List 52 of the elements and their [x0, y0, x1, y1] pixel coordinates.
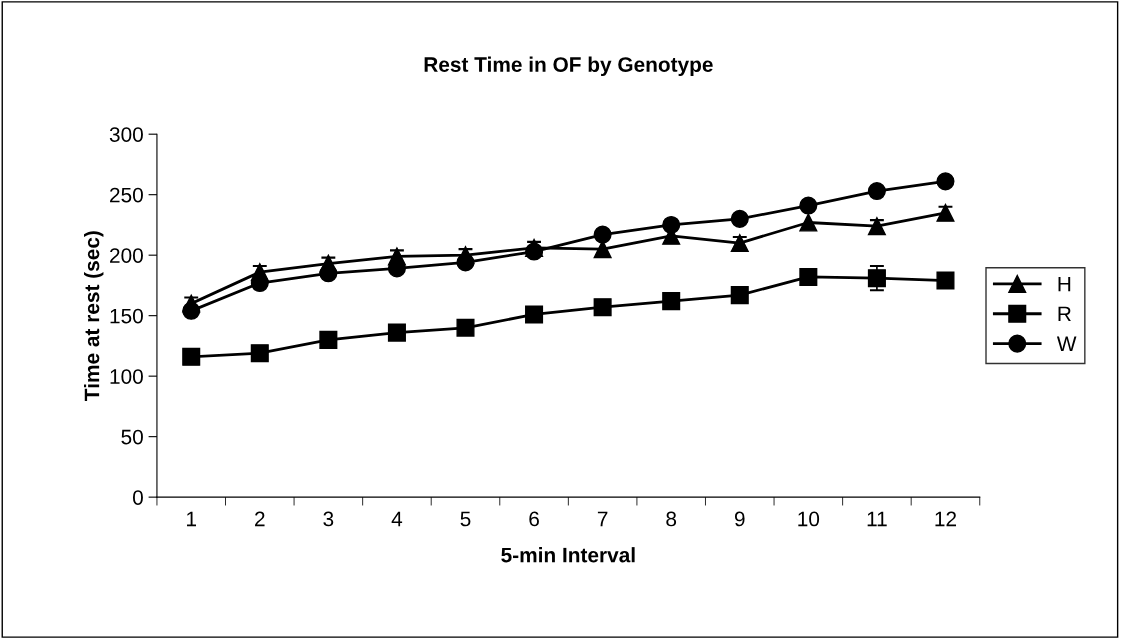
point: [387, 323, 406, 342]
point: [456, 246, 475, 265]
x-tick-label: 11: [867, 511, 887, 527]
point: [867, 269, 886, 288]
chart-title: Rest Time in OF by Genotype: [424, 56, 713, 77]
y-tick-label: 0: [132, 490, 143, 505]
y-tick-label: 250: [110, 187, 143, 203]
point: [182, 294, 201, 313]
y-axis-title: Time at rest (sec): [84, 231, 104, 401]
legend-label: W: [1056, 336, 1077, 351]
y-tick-label: 150: [110, 308, 143, 324]
point: [730, 286, 749, 305]
x-axis-title: 5-min Interval: [501, 547, 635, 563]
x-tick-label: 3: [323, 511, 334, 527]
x-tick-label: 5: [460, 511, 471, 527]
y-tick-label: 300: [109, 127, 143, 142]
x-tick-label: 2: [255, 511, 265, 527]
point: [319, 330, 338, 349]
point: [799, 196, 818, 215]
point: [525, 305, 544, 324]
x-tick-label: 12: [935, 511, 957, 527]
point: [936, 271, 955, 290]
legend-label: H: [1058, 276, 1071, 292]
x-tick-label: 8: [666, 511, 677, 527]
point: [936, 172, 955, 191]
x-tick-label: 4: [391, 511, 403, 527]
y-tick-label: 50: [121, 429, 143, 445]
point: [319, 254, 338, 273]
legend-label: R: [1058, 306, 1071, 322]
point: [730, 234, 749, 253]
point: [799, 267, 818, 286]
point: [250, 344, 269, 363]
point: [456, 318, 475, 337]
y-tick-label: 200: [110, 248, 143, 263]
x-tick-label: 6: [529, 511, 539, 527]
x-tick-label: 7: [597, 511, 608, 527]
x-tick-label: 9: [734, 511, 745, 527]
point: [799, 213, 818, 232]
point: [387, 247, 406, 266]
point: [182, 347, 201, 366]
point: [867, 182, 886, 201]
point: [867, 217, 886, 236]
point: [250, 263, 269, 282]
point: [936, 203, 955, 222]
y-tick-label: 100: [110, 369, 143, 384]
point: [525, 238, 544, 257]
x-tick-label: 10: [798, 511, 820, 527]
point: [662, 292, 681, 311]
point: [593, 298, 612, 317]
point: [593, 225, 612, 244]
x-tick-label: 1: [187, 511, 196, 527]
point: [730, 209, 749, 228]
